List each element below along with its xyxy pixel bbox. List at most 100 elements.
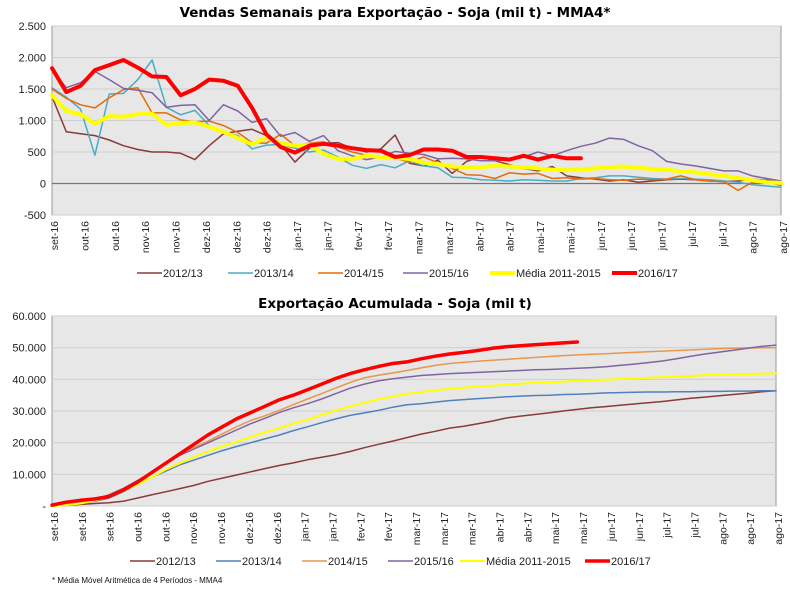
- x-tick-label: mar-17: [467, 512, 479, 545]
- x-tick-label: fev-17: [353, 221, 365, 250]
- x-tick-label: dez-16: [201, 221, 213, 253]
- legend-label: 2016/17: [638, 268, 678, 280]
- x-tick-label: fev-17: [383, 221, 395, 250]
- x-tick-label: jul-17: [689, 512, 701, 539]
- x-tick-label: mai-17: [578, 512, 590, 544]
- series-line-2013-14: [51, 389, 777, 507]
- y-tick-label: 10.000: [12, 469, 46, 481]
- cumulative-exports-chart: Exportação Acumulada - Soja (mil t) - 10.…: [12, 296, 785, 568]
- x-tick-label: set-16: [105, 512, 117, 541]
- x-tick-label: dez-16: [262, 221, 274, 253]
- y-tick-label: 60.000: [12, 311, 46, 323]
- x-tick-label: jun-17: [626, 221, 638, 251]
- x-tick-label: jan-17: [322, 221, 334, 251]
- x-tick-label: mai-17: [535, 221, 547, 253]
- legend-label: 2012/13: [163, 268, 203, 280]
- x-tick-label: out-16: [79, 221, 91, 251]
- y-tick-label: 40.000: [12, 374, 46, 386]
- series-line-2016-17: [50, 58, 583, 162]
- y-tick-label: 50.000: [12, 343, 46, 355]
- x-tick-label: jan-17: [300, 512, 312, 542]
- x-tick-label: fev-17: [383, 512, 395, 541]
- y-tick-label: 1.500: [18, 84, 46, 96]
- x-tick-label: mar-17: [439, 512, 451, 545]
- legend-item: 2015/16: [388, 556, 454, 568]
- legend-label: 2013/14: [242, 556, 282, 568]
- x-tick-label: nov-16: [216, 512, 228, 544]
- x-tick-label: jul-17: [662, 512, 674, 539]
- legend-item: 2012/13: [137, 268, 203, 280]
- legend-label: 2014/15: [344, 268, 384, 280]
- x-tick-label: set-16: [49, 512, 61, 541]
- x-tick-label: out-16: [133, 512, 145, 542]
- legend-item: 2012/13: [130, 556, 196, 568]
- x-tick-label: mar-17: [411, 512, 423, 545]
- x-tick-label: mar-17: [444, 221, 456, 254]
- y-tick-label: 2.000: [18, 53, 46, 65]
- legend-item: 2015/16: [403, 268, 469, 280]
- series-line-2012-13: [51, 389, 777, 507]
- x-tick-label: mai-17: [550, 512, 562, 544]
- x-tick-label: mar-17: [414, 221, 426, 254]
- x-tick-label: abr-17: [495, 512, 507, 543]
- x-tick-label: ago-17: [745, 512, 757, 545]
- legend-label: Média 2011-2015: [486, 556, 571, 568]
- x-tick-label: jun-17: [657, 221, 669, 251]
- x-tick-label: nov-16: [140, 221, 152, 253]
- legend-item: 2016/17: [585, 556, 651, 568]
- x-tick-label: abr-17: [522, 512, 534, 543]
- cumulative-exports-title: Exportação Acumulada - Soja (mil t): [258, 296, 532, 312]
- x-tick-label: jul-17: [717, 221, 729, 248]
- x-tick-label: set-16: [77, 512, 89, 541]
- x-tick-label: out-16: [110, 221, 122, 251]
- legend-item: 2013/14: [228, 268, 294, 280]
- legend-item: 2014/15: [318, 268, 384, 280]
- y-tick-label: 30.000: [12, 406, 46, 418]
- x-tick-label: nov-16: [171, 221, 183, 253]
- series-line-m-dia-2011-2015: [51, 372, 777, 507]
- x-tick-label: abr-17: [505, 221, 517, 252]
- legend-item: Média 2011-2015: [490, 268, 601, 280]
- x-tick-label: out-16: [160, 512, 172, 542]
- y-tick-label: 0: [40, 179, 46, 191]
- x-tick-label: fev-17: [355, 512, 367, 541]
- series-line-2016-17: [50, 340, 580, 507]
- legend-label: 2015/16: [414, 556, 454, 568]
- series-line-m-dia-2011-2015: [50, 93, 783, 185]
- legend-label: Média 2011-2015: [516, 268, 601, 280]
- x-tick-label: jul-17: [687, 221, 699, 248]
- legend-label: 2014/15: [328, 556, 368, 568]
- x-tick-label: jun-17: [596, 221, 608, 251]
- x-tick-label: mai-17: [565, 221, 577, 253]
- legend-item: Média 2011-2015: [460, 556, 571, 568]
- x-tick-label: dez-16: [231, 221, 243, 253]
- weekly-sales-chart: Vendas Semanais para Exportação - Soja (…: [18, 5, 790, 280]
- legend-item: 2014/15: [302, 556, 368, 568]
- x-tick-label: set-16: [49, 221, 61, 250]
- y-tick-label: 2.500: [18, 21, 46, 33]
- weekly-sales-title: Vendas Semanais para Exportação - Soja (…: [180, 5, 611, 21]
- x-tick-label: jun-17: [634, 512, 646, 542]
- x-tick-label: ago-17: [717, 512, 729, 545]
- y-tick-label: -: [42, 501, 46, 513]
- x-tick-label: ago-17: [748, 221, 760, 254]
- y-tick-label: 20.000: [12, 438, 46, 450]
- footnote: * Média Móvel Aritmética de 4 Períodos -…: [52, 576, 223, 585]
- legend-label: 2012/13: [156, 556, 196, 568]
- legend-item: 2013/14: [216, 556, 282, 568]
- x-tick-label: jan-17: [327, 512, 339, 542]
- x-tick-label: ago-17: [778, 221, 790, 254]
- x-tick-label: dez-16: [272, 512, 284, 544]
- y-tick-label: 1.000: [18, 116, 46, 128]
- x-tick-label: abr-17: [474, 221, 486, 252]
- series-line-2012-13: [51, 95, 782, 183]
- legend-label: 2015/16: [429, 268, 469, 280]
- y-tick-label: 500: [28, 147, 46, 159]
- legend-label: 2013/14: [254, 268, 294, 280]
- y-tick-label: -500: [24, 210, 46, 222]
- x-tick-label: nov-16: [188, 512, 200, 544]
- legend-label: 2016/17: [611, 556, 651, 568]
- x-tick-label: ago-17: [773, 512, 785, 545]
- x-tick-label: jan-17: [292, 221, 304, 251]
